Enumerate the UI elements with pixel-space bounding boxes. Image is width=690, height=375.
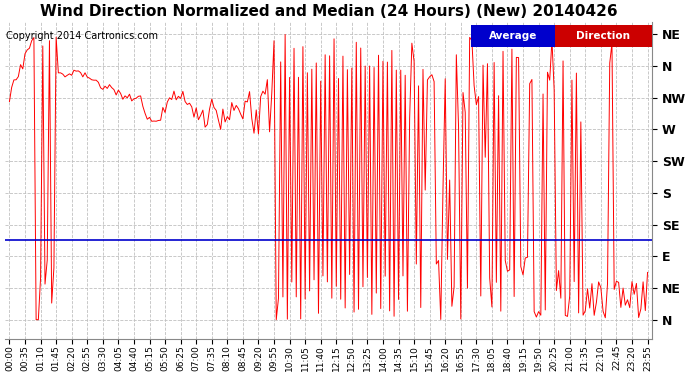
Text: Direction: Direction xyxy=(576,31,631,41)
Title: Wind Direction Normalized and Median (24 Hours) (New) 20140426: Wind Direction Normalized and Median (24… xyxy=(40,4,618,19)
FancyBboxPatch shape xyxy=(555,25,652,47)
Text: Copyright 2014 Cartronics.com: Copyright 2014 Cartronics.com xyxy=(6,31,158,41)
Text: Average: Average xyxy=(489,31,537,41)
FancyBboxPatch shape xyxy=(471,25,555,47)
